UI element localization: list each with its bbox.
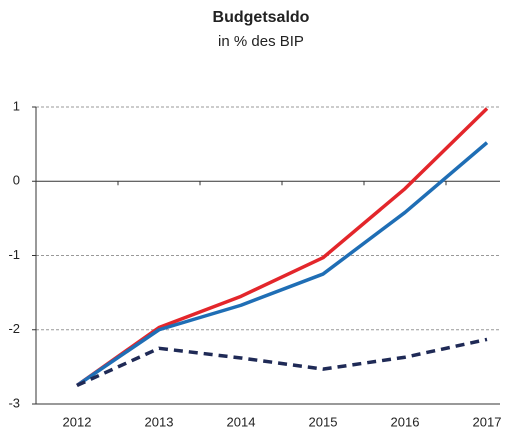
data-line <box>76 141 489 387</box>
x-tick-label: 2012 <box>63 414 92 429</box>
y-tick-label: 1 <box>13 98 20 113</box>
chart-subtitle: in % des BIP <box>218 33 304 50</box>
data-line <box>76 337 488 388</box>
x-tick-label: 2015 <box>309 414 338 429</box>
y-tick-label: -2 <box>8 321 20 336</box>
y-tick-label: -3 <box>8 395 20 410</box>
x-tick-label: 2016 <box>391 414 420 429</box>
y-tick-label: 0 <box>13 173 20 188</box>
x-tick-label: 2017 <box>473 414 502 429</box>
x-tick-label: 2013 <box>145 414 174 429</box>
x-tick-label: 2014 <box>227 414 256 429</box>
chart-title: Budgetsaldo <box>213 9 310 26</box>
y-tick-label: -1 <box>8 247 20 262</box>
